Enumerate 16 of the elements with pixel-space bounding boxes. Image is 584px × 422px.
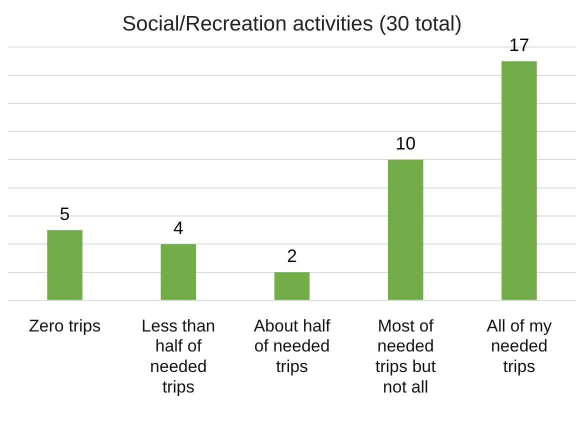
data-label: 2 (286, 246, 298, 266)
data-label: 17 (509, 35, 530, 56)
x-tick-label: Zero trips (28, 316, 101, 336)
data-label: 4 (173, 218, 184, 238)
x-tick-label: All of my needed trips (486, 316, 552, 376)
chart-title: Social/Recreation activities (30 total) (122, 12, 462, 36)
x-tick-label: Most of needed trips but not all (375, 316, 436, 396)
data-label: 5 (60, 204, 70, 224)
bar (274, 272, 310, 300)
bar (388, 160, 424, 300)
data-label: 10 (396, 134, 416, 154)
x-tick-label: About half of needed trips (254, 316, 331, 376)
bar (502, 61, 537, 300)
x-tick-label: Less than half of needed trips (142, 316, 216, 396)
bar (160, 244, 196, 300)
bar (47, 230, 82, 300)
